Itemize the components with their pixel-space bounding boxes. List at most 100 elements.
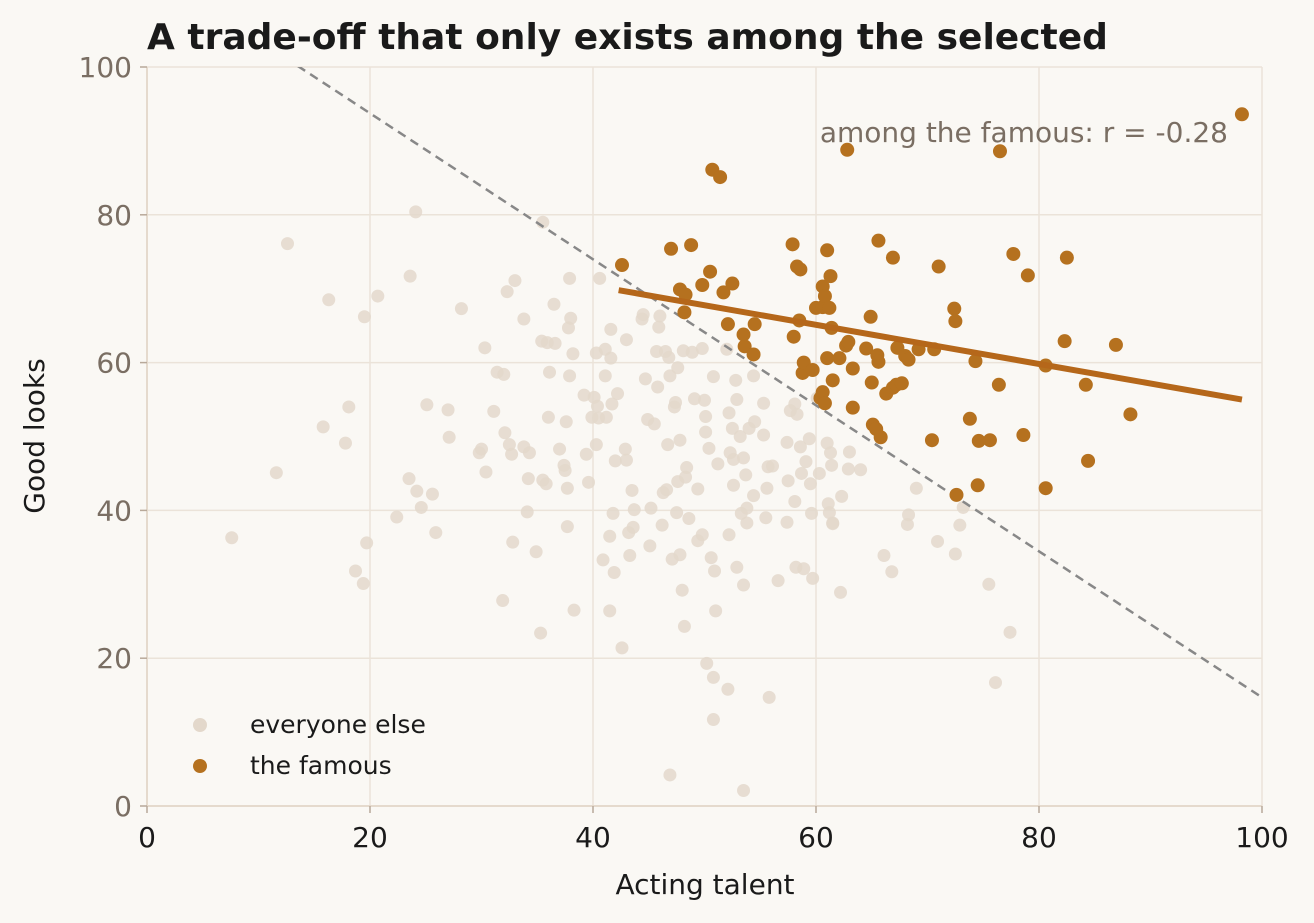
point-the-famous	[924, 433, 939, 448]
x-tick-label-100: 100	[1235, 821, 1288, 854]
point-everyone-else	[579, 447, 593, 461]
point-everyone-else	[605, 397, 619, 411]
point-everyone-else	[316, 420, 330, 434]
point-everyone-else	[788, 397, 802, 411]
point-everyone-else	[747, 369, 761, 383]
point-everyone-else	[598, 369, 612, 383]
point-the-famous	[805, 362, 820, 377]
point-everyone-else	[508, 274, 522, 288]
point-everyone-else	[780, 515, 794, 529]
point-everyone-else	[806, 571, 820, 585]
point-everyone-else	[577, 388, 591, 402]
point-the-famous	[785, 237, 800, 252]
point-everyone-else	[529, 545, 543, 559]
x-tick-label-80: 80	[1021, 821, 1057, 854]
point-everyone-else	[420, 398, 434, 412]
x-tick-label-0: 0	[138, 821, 156, 854]
point-everyone-else	[677, 619, 691, 633]
point-the-famous	[1016, 428, 1031, 443]
point-everyone-else	[909, 481, 923, 495]
point-everyone-else	[496, 594, 510, 608]
point-everyone-else	[698, 393, 711, 407]
point-everyone-else	[706, 370, 720, 384]
y-axis-label: Good looks	[18, 358, 51, 513]
point-everyone-else	[566, 347, 580, 361]
point-the-famous	[823, 269, 838, 284]
point-everyone-else	[663, 768, 677, 782]
point-everyone-else	[691, 482, 705, 496]
point-everyone-else	[747, 489, 761, 503]
point-the-famous	[841, 334, 856, 349]
point-everyone-else	[548, 336, 562, 350]
y-tick-label-40: 40	[96, 494, 132, 527]
point-everyone-else	[989, 676, 1003, 690]
point-the-famous	[982, 433, 997, 448]
point-everyone-else	[673, 433, 687, 447]
y-tick-label-80: 80	[96, 199, 132, 232]
point-the-famous	[962, 411, 977, 426]
series-everyone-else	[225, 205, 1017, 797]
point-the-famous	[786, 329, 801, 344]
point-everyone-else	[603, 529, 617, 543]
point-everyone-else	[722, 528, 736, 542]
point-everyone-else	[521, 472, 535, 486]
point-everyone-else	[793, 440, 807, 454]
point-everyone-else	[615, 641, 629, 655]
point-everyone-else	[425, 487, 439, 501]
point-everyone-else	[547, 297, 561, 311]
legend-label-everyone-else: everyone else	[250, 710, 426, 739]
point-everyone-else	[651, 380, 665, 394]
point-everyone-else	[834, 585, 848, 599]
point-the-famous	[1038, 481, 1053, 496]
point-everyone-else	[682, 512, 696, 526]
point-everyone-else	[720, 342, 734, 356]
point-everyone-else	[349, 564, 363, 578]
point-everyone-else	[475, 442, 488, 456]
point-everyone-else	[706, 713, 720, 727]
point-everyone-else	[670, 506, 684, 520]
point-everyone-else	[759, 511, 773, 525]
point-the-famous	[1108, 337, 1123, 352]
point-everyone-else	[704, 551, 718, 565]
point-the-famous	[832, 351, 847, 366]
point-everyone-else	[680, 461, 694, 475]
point-everyone-else	[757, 428, 771, 442]
x-tick-label-60: 60	[798, 821, 834, 854]
point-everyone-else	[708, 564, 722, 578]
point-everyone-else	[409, 205, 423, 219]
point-everyone-else	[402, 472, 416, 486]
point-everyone-else	[661, 438, 675, 452]
point-everyone-else	[726, 478, 740, 492]
point-everyone-else	[766, 459, 780, 473]
point-everyone-else	[671, 361, 685, 375]
point-the-famous	[820, 243, 835, 258]
point-everyone-else	[699, 425, 713, 439]
point-everyone-else	[825, 458, 839, 472]
point-everyone-else	[500, 285, 514, 299]
point-everyone-else	[505, 447, 519, 461]
point-everyone-else	[441, 403, 455, 417]
point-everyone-else	[953, 518, 967, 532]
point-everyone-else	[673, 548, 687, 562]
y-tick-label-100: 100	[79, 51, 132, 84]
point-everyone-else	[342, 400, 356, 414]
point-everyone-else	[653, 309, 667, 323]
point-everyone-else	[627, 503, 641, 517]
point-everyone-else	[706, 670, 720, 684]
point-the-famous	[614, 258, 629, 273]
point-everyone-else	[611, 387, 625, 401]
point-everyone-else	[599, 410, 613, 424]
point-everyone-else	[822, 506, 836, 520]
point-everyone-else	[563, 369, 577, 383]
point-everyone-else	[543, 365, 557, 379]
point-the-famous	[822, 300, 837, 315]
point-everyone-else	[737, 783, 751, 797]
point-the-famous	[970, 478, 985, 493]
point-everyone-else	[403, 269, 417, 283]
correlation-annotation: among the famous: r = -0.28	[820, 116, 1228, 149]
point-the-famous	[747, 317, 762, 332]
point-everyone-else	[563, 271, 577, 285]
point-everyone-else	[711, 457, 725, 471]
y-tick-label-20: 20	[96, 642, 132, 675]
point-the-famous	[746, 347, 761, 362]
